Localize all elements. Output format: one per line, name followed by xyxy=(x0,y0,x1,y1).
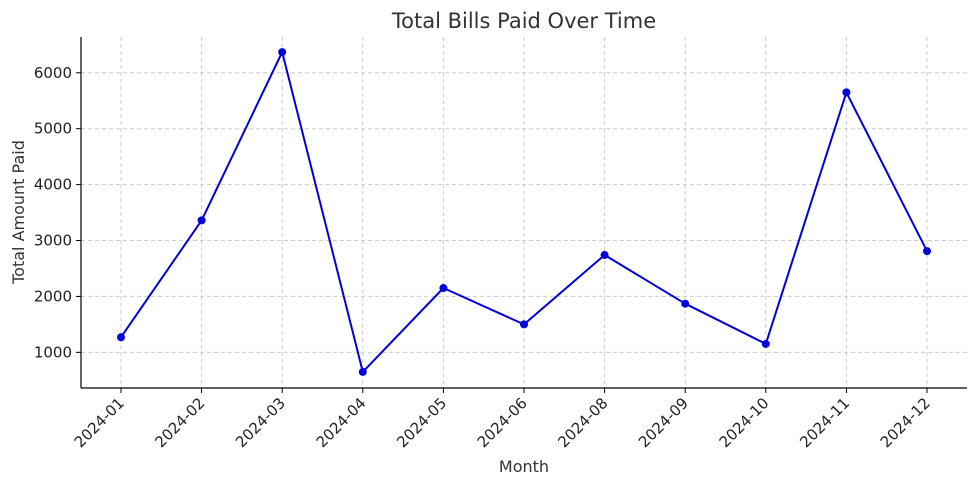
data-point xyxy=(358,367,367,376)
data-point xyxy=(923,247,931,256)
data-point xyxy=(197,216,206,225)
data-point xyxy=(600,251,609,260)
data-point xyxy=(520,320,528,329)
x-axis-label: Month xyxy=(499,457,549,476)
y-tick-label: 3000 xyxy=(34,232,72,250)
y-axis-label: Total Amount Paid xyxy=(9,140,28,285)
y-tick-label: 4000 xyxy=(34,176,72,194)
data-point xyxy=(761,339,770,348)
chart-title: Total Bills Paid Over Time xyxy=(391,9,656,33)
y-tick-label: 2000 xyxy=(34,287,72,305)
data-point xyxy=(681,299,690,308)
data-point xyxy=(117,333,125,342)
y-tick-label: 5000 xyxy=(34,120,72,138)
data-point xyxy=(842,88,851,97)
y-tick-label: 1000 xyxy=(34,343,72,361)
data-series xyxy=(117,48,931,376)
data-point xyxy=(439,284,448,293)
data-point xyxy=(278,48,287,57)
y-tick-label: 6000 xyxy=(34,64,72,82)
grid-lines xyxy=(81,37,967,388)
